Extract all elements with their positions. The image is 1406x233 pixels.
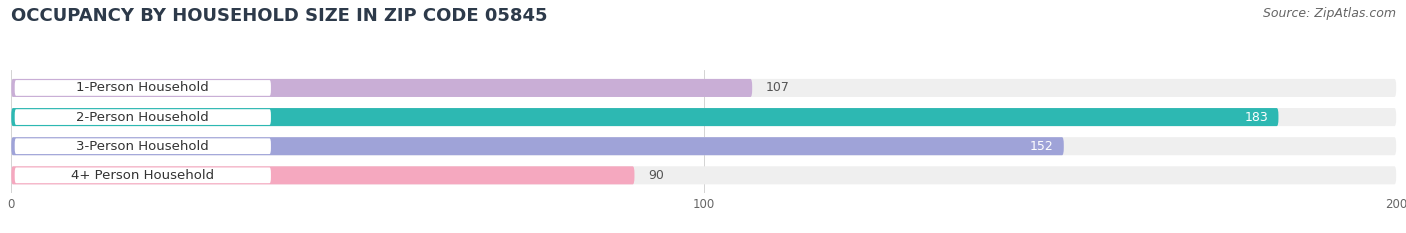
Text: 183: 183 <box>1244 111 1268 123</box>
FancyBboxPatch shape <box>14 168 271 183</box>
Text: 90: 90 <box>648 169 664 182</box>
FancyBboxPatch shape <box>11 108 1396 126</box>
FancyBboxPatch shape <box>11 166 1396 184</box>
Text: OCCUPANCY BY HOUSEHOLD SIZE IN ZIP CODE 05845: OCCUPANCY BY HOUSEHOLD SIZE IN ZIP CODE … <box>11 7 548 25</box>
FancyBboxPatch shape <box>14 138 271 154</box>
Text: 1-Person Household: 1-Person Household <box>76 82 209 94</box>
FancyBboxPatch shape <box>14 80 271 96</box>
FancyBboxPatch shape <box>11 79 1396 97</box>
Text: 152: 152 <box>1029 140 1053 153</box>
Text: 107: 107 <box>766 82 790 94</box>
FancyBboxPatch shape <box>14 109 271 125</box>
Text: Source: ZipAtlas.com: Source: ZipAtlas.com <box>1263 7 1396 20</box>
FancyBboxPatch shape <box>11 137 1064 155</box>
FancyBboxPatch shape <box>11 137 1396 155</box>
Text: 2-Person Household: 2-Person Household <box>76 111 209 123</box>
FancyBboxPatch shape <box>11 108 1278 126</box>
FancyBboxPatch shape <box>11 166 634 184</box>
Text: 3-Person Household: 3-Person Household <box>76 140 209 153</box>
Text: 4+ Person Household: 4+ Person Household <box>72 169 214 182</box>
FancyBboxPatch shape <box>11 79 752 97</box>
